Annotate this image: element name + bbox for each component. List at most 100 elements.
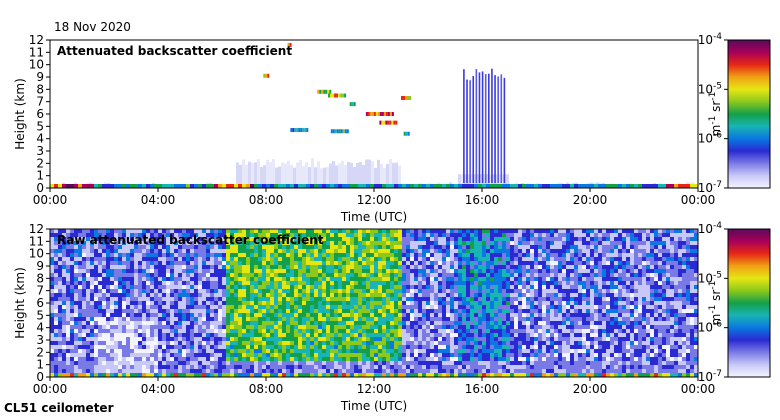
noise-cell (322, 349, 326, 353)
noise-cell (250, 317, 254, 321)
noise-cell (398, 325, 402, 329)
noise-cell (366, 269, 370, 273)
noise-cell (502, 293, 506, 297)
noise-cell (322, 369, 326, 373)
noise-cell (170, 365, 174, 369)
noise-cell (530, 261, 534, 265)
noise-cell (434, 273, 438, 277)
noise-cell (318, 309, 322, 313)
noise-cell (258, 233, 262, 237)
noise-cell (134, 269, 138, 273)
noise-cell (394, 313, 398, 317)
noise-cell (118, 277, 122, 281)
noise-cell (422, 357, 426, 361)
surface-cell (126, 184, 130, 188)
noise-cell (138, 281, 142, 285)
noise-cell (174, 353, 178, 357)
noise-cell (94, 249, 98, 253)
noise-cell (138, 317, 142, 321)
noise-cell (346, 301, 350, 305)
noise-cell (250, 261, 254, 265)
noise-cell (182, 285, 186, 289)
noise-cell (474, 365, 478, 369)
noise-cell (318, 269, 322, 273)
noise-cell (386, 293, 390, 297)
noise-cell (454, 257, 458, 261)
noise-cell (330, 229, 334, 233)
boundary-layer-cell (245, 164, 248, 188)
noise-cell (238, 333, 242, 337)
noise-cell (498, 253, 502, 257)
noise-cell (206, 301, 210, 305)
noise-cell (270, 369, 274, 373)
noise-cell (186, 313, 190, 317)
noise-cell (150, 317, 154, 321)
noise-cell (250, 257, 254, 261)
noise-cell (366, 245, 370, 249)
noise-cell (62, 349, 66, 353)
noise-cell (306, 341, 310, 345)
noise-cell (522, 249, 526, 253)
noise-cell (82, 241, 86, 245)
noise-cell (82, 237, 86, 241)
noise-cell (322, 229, 326, 233)
noise-cell (506, 305, 510, 309)
noise-cell (130, 293, 134, 297)
noise-cell (182, 341, 186, 345)
noise-cell (274, 361, 278, 365)
noise-cell (146, 357, 150, 361)
noise-cell (386, 289, 390, 293)
noise-cell (206, 329, 210, 333)
noise-cell (254, 229, 258, 233)
noise-cell (526, 365, 530, 369)
boundary-layer-cell (248, 161, 251, 188)
noise-cell (154, 369, 158, 373)
noise-cell (274, 269, 278, 273)
noise-cell (274, 329, 278, 333)
noise-cell (302, 369, 306, 373)
noise-cell (242, 317, 246, 321)
noise-cell (94, 301, 98, 305)
noise-cell (386, 321, 390, 325)
noise-cell (222, 293, 226, 297)
noise-cell (54, 237, 58, 241)
noise-cell (374, 285, 378, 289)
noise-cell (218, 261, 222, 265)
noise-cell (166, 269, 170, 273)
noise-cell (278, 233, 282, 237)
noise-cell (266, 357, 270, 361)
noise-cell (334, 357, 338, 361)
noise-cell (206, 249, 210, 253)
noise-cell (306, 269, 310, 273)
noise-cell (66, 333, 70, 337)
noise-cell (362, 361, 366, 365)
noise-cell (170, 297, 174, 301)
noise-cell (414, 369, 418, 373)
noise-cell (502, 341, 506, 345)
noise-cell (498, 349, 502, 353)
noise-cell (522, 321, 526, 325)
noise-cell (66, 353, 70, 357)
noise-cell (222, 281, 226, 285)
cloud-cell (369, 112, 372, 116)
noise-cell (82, 297, 86, 301)
noise-cell (66, 349, 70, 353)
noise-cell (330, 345, 334, 349)
noise-cell (514, 257, 518, 261)
noise-cell (338, 341, 342, 345)
noise-cell (286, 301, 290, 305)
noise-cell (306, 289, 310, 293)
noise-cell (350, 277, 354, 281)
noise-cell (518, 349, 522, 353)
noise-cell (298, 293, 302, 297)
noise-cell (274, 357, 278, 361)
noise-cell (254, 345, 258, 349)
noise-cell (486, 293, 490, 297)
noise-cell (150, 253, 154, 257)
noise-cell (366, 341, 370, 345)
noise-cell (206, 285, 210, 289)
noise-cell (274, 337, 278, 341)
noise-cell (114, 229, 118, 233)
noise-cell (454, 321, 458, 325)
noise-cell (422, 237, 426, 241)
